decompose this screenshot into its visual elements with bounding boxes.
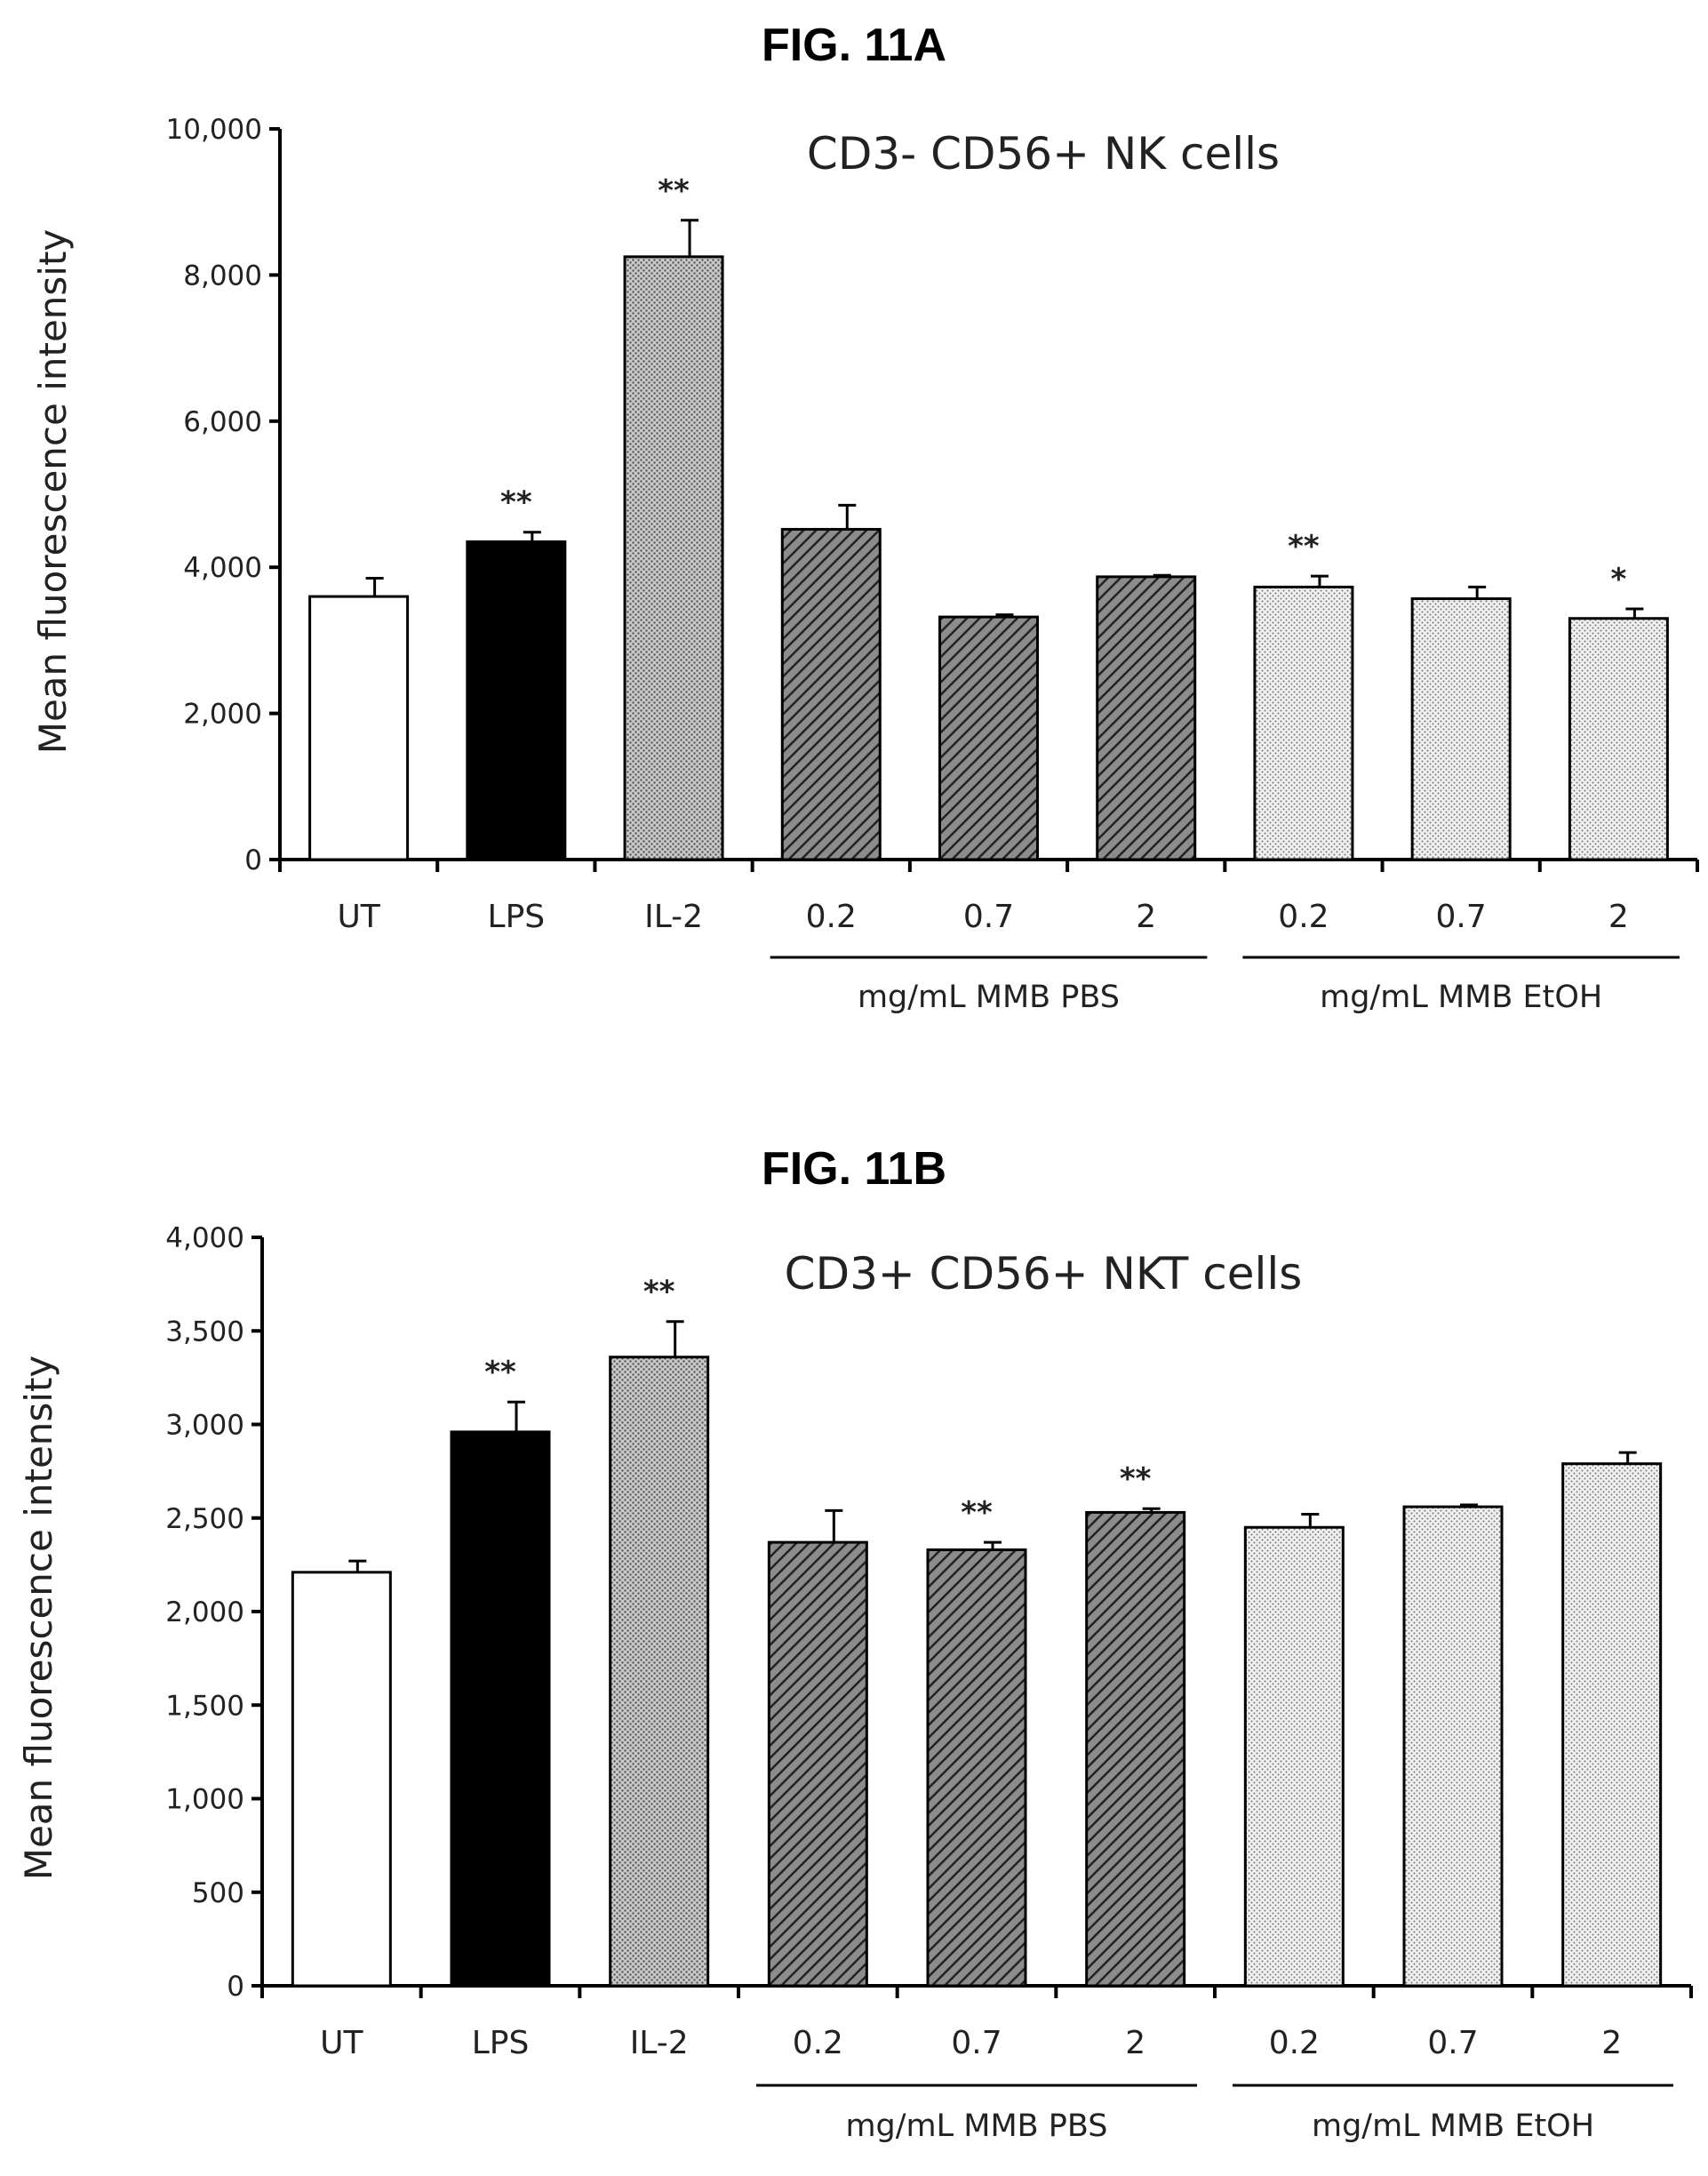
bar bbox=[938, 615, 1039, 861]
bar bbox=[291, 1571, 392, 1988]
y-axis-label-b: Mean fluorescence intensity bbox=[17, 1356, 60, 1881]
bar bbox=[308, 595, 410, 861]
bar bbox=[1561, 1462, 1663, 1988]
x-tick-label: 0.7 bbox=[963, 899, 1014, 935]
x-tick-label: 2 bbox=[1601, 2025, 1622, 2061]
chart-panel-b: 0 500 1,000 1,500 2,000 2,500 3,000 3,500 4,000 U… bbox=[165, 1222, 1693, 2144]
y-tick-label: 4,000 bbox=[165, 1222, 244, 1254]
y-tick-label: 2,500 bbox=[165, 1503, 244, 1535]
figure-label-a: FIG. 11A bbox=[762, 20, 946, 71]
chart-title-b: CD3+ CD56+ NKT cells bbox=[785, 1248, 1303, 1300]
chart-title-a: CD3- CD56+ NK cells bbox=[807, 128, 1280, 180]
y-tick-label: 6,000 bbox=[183, 406, 262, 438]
bar bbox=[1568, 617, 1669, 861]
bar bbox=[780, 527, 882, 861]
bar bbox=[1410, 597, 1512, 861]
x-tick-label: UT bbox=[320, 2025, 363, 2061]
x-tick-label: UT bbox=[337, 899, 380, 935]
x-tick-label: LPS bbox=[488, 899, 546, 935]
x-tick-label: 0.2 bbox=[793, 2025, 843, 2061]
y-tick-label: 8,000 bbox=[183, 260, 262, 292]
y-tick-label: 4,000 bbox=[183, 552, 262, 584]
bar bbox=[609, 1356, 710, 1988]
bar bbox=[1402, 1505, 1504, 1988]
bar bbox=[1243, 1525, 1345, 1988]
x-tick-label: 0.2 bbox=[806, 899, 857, 935]
y-tick-label: 1,500 bbox=[165, 1690, 244, 1722]
significance-label: * bbox=[1610, 562, 1626, 597]
x-tick-label: 0.7 bbox=[951, 2025, 1002, 2061]
group-label: mg/mL MMB PBS bbox=[845, 2108, 1107, 2144]
x-tick-label: 2 bbox=[1608, 899, 1629, 935]
y-tick-label: 3,000 bbox=[165, 1410, 244, 1442]
x-tick-label: 0.2 bbox=[1269, 2025, 1320, 2061]
x-tick-label: 0.7 bbox=[1427, 2025, 1478, 2061]
bar bbox=[450, 1430, 551, 1988]
significance-label: ** bbox=[500, 485, 532, 521]
x-tick-label: 2 bbox=[1136, 899, 1156, 935]
significance-label: ** bbox=[484, 1355, 516, 1390]
y-tick-label: 1,000 bbox=[165, 1784, 244, 1816]
bar bbox=[466, 540, 567, 861]
significance-label: ** bbox=[1288, 529, 1320, 564]
group-label: mg/mL MMB EtOH bbox=[1320, 980, 1602, 1015]
bar bbox=[926, 1548, 1027, 1988]
bar bbox=[1096, 575, 1197, 861]
bar bbox=[767, 1540, 868, 1988]
significance-label: ** bbox=[643, 1275, 675, 1310]
y-tick-label: 2,000 bbox=[165, 1596, 244, 1628]
figure-label-b: FIG. 11B bbox=[762, 1143, 946, 1195]
x-tick-label: IL-2 bbox=[644, 899, 703, 935]
bar bbox=[623, 255, 724, 861]
significance-label: ** bbox=[658, 173, 690, 209]
x-tick-label: IL-2 bbox=[630, 2025, 689, 2061]
y-tick-label: 0 bbox=[244, 844, 262, 876]
x-tick-label: 0.7 bbox=[1436, 899, 1487, 935]
x-tick-label: 0.2 bbox=[1278, 899, 1329, 935]
x-tick-label: LPS bbox=[472, 2025, 530, 2061]
group-label: mg/mL MMB EtOH bbox=[1312, 2108, 1594, 2144]
x-tick-label: 2 bbox=[1125, 2025, 1145, 2061]
y-tick-label: 3,500 bbox=[165, 1316, 244, 1348]
bar bbox=[1085, 1510, 1186, 1988]
significance-label: ** bbox=[1120, 1461, 1152, 1497]
y-tick-label: 500 bbox=[192, 1877, 244, 1909]
chart-panel-a: 0 2,000 4,000 6,000 8,000 10,000 UT ** LPS ** IL-2… bbox=[166, 114, 1699, 1015]
group-label: mg/mL MMB PBS bbox=[858, 980, 1120, 1015]
bar bbox=[1253, 585, 1354, 861]
significance-label: ** bbox=[961, 1495, 993, 1531]
y-axis-label-a: Mean fluorescence intensity bbox=[31, 229, 75, 755]
y-tick-label: 0 bbox=[227, 1971, 244, 2003]
y-tick-label: 10,000 bbox=[166, 114, 262, 146]
y-tick-label: 2,000 bbox=[183, 699, 262, 731]
